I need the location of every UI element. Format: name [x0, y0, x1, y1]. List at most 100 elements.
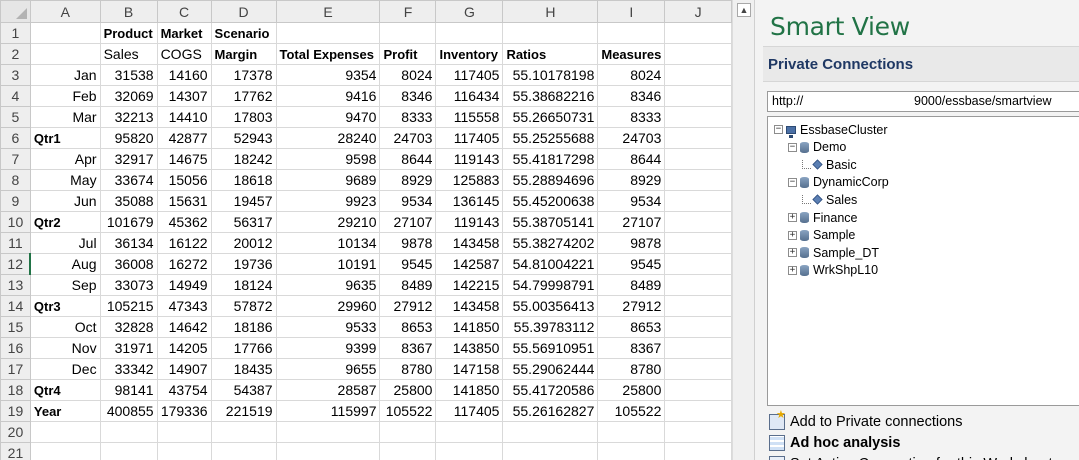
cell-i7[interactable]: 8644 — [597, 148, 666, 170]
cell-f13[interactable]: 8489 — [379, 274, 437, 296]
row-header[interactable]: 8 — [0, 169, 31, 191]
cell-f20[interactable] — [379, 421, 437, 443]
cell-f3[interactable]: 8024 — [379, 64, 437, 86]
cell-i17[interactable]: 8780 — [597, 358, 666, 380]
cell-f7[interactable]: 8644 — [379, 148, 437, 170]
cell-a5[interactable]: Mar — [29, 106, 101, 128]
cell-f8[interactable]: 8929 — [379, 169, 437, 191]
tree-node[interactable]: − Demo — [788, 139, 846, 156]
expand-icon[interactable]: + — [788, 212, 797, 222]
row-header[interactable]: 5 — [0, 106, 31, 128]
expand-icon[interactable]: + — [788, 229, 797, 240]
cell-a20[interactable] — [29, 421, 101, 443]
cell-j10[interactable] — [664, 211, 732, 233]
cell-g20[interactable] — [435, 421, 504, 443]
cell-i13[interactable]: 8489 — [597, 274, 666, 296]
cell-h5[interactable]: 55.26650731 — [502, 106, 599, 128]
cell-h2[interactable]: Ratios — [502, 43, 599, 65]
row-header[interactable]: 16 — [0, 337, 31, 359]
cell-e17[interactable]: 9655 — [275, 358, 381, 380]
tree-node[interactable]: + Sample_DT — [788, 244, 879, 261]
cell-e7[interactable]: 9598 — [275, 148, 381, 170]
cell-c8[interactable]: 15056 — [156, 169, 212, 191]
cell-i21[interactable] — [597, 442, 666, 460]
row-header[interactable]: 2 — [0, 43, 31, 65]
cell-c17[interactable]: 14907 — [156, 358, 212, 380]
cell-i20[interactable] — [597, 421, 666, 443]
cell-a19[interactable]: Year — [29, 400, 101, 422]
cell-e10[interactable]: 29210 — [275, 211, 381, 233]
cell-a18[interactable]: Qtr4 — [29, 379, 101, 401]
cell-i14[interactable]: 27912 — [597, 295, 666, 317]
cell-c12[interactable]: 16272 — [156, 253, 212, 275]
cell-c19[interactable]: 179336 — [156, 400, 212, 422]
column-header-b[interactable]: B — [99, 0, 158, 23]
cell-b15[interactable]: 32828 — [99, 316, 158, 338]
cell-i18[interactable]: 25800 — [597, 379, 666, 401]
row-header[interactable]: 19 — [0, 400, 31, 422]
scroll-up-arrow-icon[interactable]: ▲ — [737, 3, 751, 17]
cell-i12[interactable]: 9545 — [597, 253, 666, 275]
cell-h16[interactable]: 55.56910951 — [502, 337, 599, 359]
cell-i11[interactable]: 9878 — [597, 232, 666, 254]
row-header[interactable]: 11 — [0, 232, 31, 254]
cell-c21[interactable] — [156, 442, 212, 460]
tree-node[interactable]: Sales — [802, 191, 857, 208]
cell-d3[interactable]: 17378 — [210, 64, 277, 86]
cell-i3[interactable]: 8024 — [597, 64, 666, 86]
cell-e9[interactable]: 9923 — [275, 190, 381, 212]
tree-node[interactable]: + WrkShpL10 — [788, 262, 878, 279]
cell-e18[interactable]: 28587 — [275, 379, 381, 401]
cell-b3[interactable]: 31538 — [99, 64, 158, 86]
cell-c10[interactable]: 45362 — [156, 211, 212, 233]
cell-g11[interactable]: 143458 — [435, 232, 504, 254]
cell-h10[interactable]: 55.38705141 — [502, 211, 599, 233]
tree-node[interactable]: − DynamicCorp — [788, 174, 889, 191]
cell-g17[interactable]: 147158 — [435, 358, 504, 380]
cell-i6[interactable]: 24703 — [597, 127, 666, 149]
cell-c18[interactable]: 43754 — [156, 379, 212, 401]
cell-h4[interactable]: 55.38682216 — [502, 85, 599, 107]
cell-e1[interactable] — [275, 22, 381, 44]
cell-j3[interactable] — [664, 64, 732, 86]
cell-f21[interactable] — [379, 442, 437, 460]
column-header-c[interactable]: C — [156, 0, 212, 23]
cell-j2[interactable] — [664, 43, 732, 65]
cell-b11[interactable]: 36134 — [99, 232, 158, 254]
cell-f15[interactable]: 8653 — [379, 316, 437, 338]
cell-d5[interactable]: 17803 — [210, 106, 277, 128]
cell-h14[interactable]: 55.00356413 — [502, 295, 599, 317]
cell-j11[interactable] — [664, 232, 732, 254]
cell-c2[interactable]: COGS — [156, 43, 212, 65]
cell-d8[interactable]: 18618 — [210, 169, 277, 191]
cell-j6[interactable] — [664, 127, 732, 149]
cell-j8[interactable] — [664, 169, 732, 191]
cell-c4[interactable]: 14307 — [156, 85, 212, 107]
cell-c20[interactable] — [156, 421, 212, 443]
cell-h19[interactable]: 55.26162827 — [502, 400, 599, 422]
cell-c9[interactable]: 15631 — [156, 190, 212, 212]
cell-f19[interactable]: 105522 — [379, 400, 437, 422]
row-header[interactable]: 14 — [0, 295, 31, 317]
cell-e19[interactable]: 115997 — [275, 400, 381, 422]
cell-d19[interactable]: 221519 — [210, 400, 277, 422]
cell-g8[interactable]: 125883 — [435, 169, 504, 191]
cell-h6[interactable]: 55.25255688 — [502, 127, 599, 149]
cell-i1[interactable] — [597, 22, 666, 44]
cell-h11[interactable]: 55.38274202 — [502, 232, 599, 254]
cell-e13[interactable]: 9635 — [275, 274, 381, 296]
cell-c11[interactable]: 16122 — [156, 232, 212, 254]
cell-a11[interactable]: Jul — [29, 232, 101, 254]
cell-b21[interactable] — [99, 442, 158, 460]
cell-b16[interactable]: 31971 — [99, 337, 158, 359]
row-header[interactable]: 13 — [0, 274, 31, 296]
cell-a15[interactable]: Oct — [29, 316, 101, 338]
cell-c7[interactable]: 14675 — [156, 148, 212, 170]
cell-e21[interactable] — [275, 442, 381, 460]
tree-node[interactable]: − EssbaseCluster — [774, 121, 888, 138]
add-to-private-connections-link[interactable]: Add to Private connections — [769, 408, 1079, 432]
cell-a8[interactable]: May — [29, 169, 101, 191]
column-header-g[interactable]: G — [435, 0, 504, 23]
cell-h3[interactable]: 55.10178198 — [502, 64, 599, 86]
